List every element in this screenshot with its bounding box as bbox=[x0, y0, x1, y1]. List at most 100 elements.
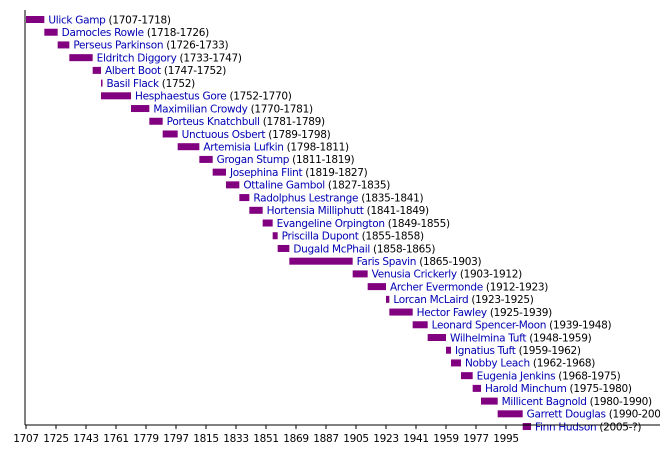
timeline-label: Radolphus Lestrange (1835-1841) bbox=[253, 192, 423, 204]
timeline-bar bbox=[522, 423, 532, 431]
person-name-link[interactable]: Wilhelmina Tuft bbox=[450, 332, 527, 344]
term-years: (1789-1798) bbox=[265, 129, 330, 141]
term-years: (1752) bbox=[159, 78, 195, 90]
person-name-link[interactable]: Basil Flack bbox=[107, 78, 161, 90]
timeline-label: Nobby Leach (1962-1968) bbox=[465, 358, 595, 370]
person-name-link[interactable]: Venusia Crickerly bbox=[372, 269, 458, 281]
x-tick-label: 1797 bbox=[163, 433, 189, 445]
timeline-bar bbox=[44, 28, 58, 36]
person-name-link[interactable]: Josephina Flint bbox=[229, 167, 303, 179]
person-name-link[interactable]: Nobby Leach bbox=[465, 358, 530, 370]
timeline-label: Basil Flack (1752) bbox=[107, 78, 196, 90]
timeline-bar bbox=[262, 219, 273, 227]
term-years: (1726-1733) bbox=[163, 40, 228, 52]
person-name-link[interactable]: Millicent Bagnold bbox=[502, 396, 587, 408]
term-years: (1811-1819) bbox=[289, 154, 354, 166]
person-name-link[interactable]: Priscilla Dupont bbox=[282, 231, 359, 243]
person-name-link[interactable]: Leonard Spencer-Moon bbox=[432, 320, 547, 332]
person-name-link[interactable]: Ottaline Gambol bbox=[243, 180, 325, 192]
timeline-label: Finn Hudson (2005-?) bbox=[535, 421, 641, 433]
person-name-link[interactable]: Unctuous Osbert bbox=[182, 129, 266, 141]
x-tick-label: 1905 bbox=[343, 433, 369, 445]
person-name-link[interactable]: Damocles Rowle bbox=[62, 27, 144, 39]
timeline-bar bbox=[239, 194, 250, 202]
term-years: (1835-1841) bbox=[358, 192, 423, 204]
timeline-bar bbox=[199, 155, 213, 163]
person-name-link[interactable]: Eldritch Diggory bbox=[97, 52, 177, 64]
timeline-bar bbox=[446, 346, 452, 354]
axis-layer bbox=[24, 10, 660, 426]
term-years: (1849-1855) bbox=[385, 218, 450, 230]
timeline-bar bbox=[149, 117, 163, 125]
x-tick-label: 1923 bbox=[373, 433, 399, 445]
label-layer: Ulick Gamp (1707-1718)Damocles Rowle (17… bbox=[48, 14, 660, 433]
timeline-bar bbox=[386, 295, 390, 303]
term-years: (1990-2005) bbox=[606, 409, 660, 421]
person-name-link[interactable]: Dugald McPhail bbox=[293, 243, 370, 255]
x-tick-label: 1887 bbox=[313, 433, 339, 445]
timeline-label: Wilhelmina Tuft (1948-1959) bbox=[450, 332, 592, 344]
timeline-label: Priscilla Dupont (1855-1858) bbox=[282, 231, 424, 243]
timeline-bar bbox=[162, 130, 178, 138]
term-years: (1855-1858) bbox=[359, 231, 424, 243]
person-name-link[interactable]: Grogan Stump bbox=[217, 154, 290, 166]
timeline-label: Grogan Stump (1811-1819) bbox=[217, 154, 355, 166]
term-years: (1798-1811) bbox=[284, 142, 349, 154]
term-years: (1903-1912) bbox=[457, 269, 522, 281]
timeline-label: Lorcan McLaird (1923-1925) bbox=[393, 294, 533, 306]
timeline-bar bbox=[461, 372, 473, 380]
person-name-link[interactable]: Artemisia Lufkin bbox=[203, 142, 284, 154]
person-name-link[interactable]: Hector Fawley bbox=[417, 307, 487, 319]
person-name-link[interactable]: Radolphus Lestrange bbox=[253, 192, 358, 204]
term-years: (1752-1770) bbox=[226, 91, 291, 103]
term-years: (1733-1747) bbox=[176, 52, 241, 64]
term-years: (1707-1718) bbox=[106, 14, 171, 26]
term-years: (1865-1903) bbox=[416, 256, 481, 268]
timeline-bar bbox=[57, 41, 70, 49]
x-tick-label: 1995 bbox=[493, 433, 519, 445]
person-name-link[interactable]: Albert Boot bbox=[105, 65, 161, 77]
timeline-label: Faris Spavin (1865-1903) bbox=[357, 256, 482, 268]
person-name-link[interactable]: Maximilian Crowdy bbox=[153, 103, 248, 115]
timeline-label: Garrett Douglas (1990-2005) bbox=[527, 409, 660, 421]
person-name-link[interactable]: Ulick Gamp bbox=[48, 14, 106, 26]
timeline-bar bbox=[352, 270, 368, 278]
person-name-link[interactable]: Finn Hudson bbox=[535, 421, 597, 433]
person-name-link[interactable]: Hortensia Milliphutt bbox=[267, 205, 364, 217]
person-name-link[interactable]: Lorcan McLaird bbox=[393, 294, 468, 306]
timeline-label: Albert Boot (1747-1752) bbox=[105, 65, 226, 77]
term-years: (2005-?) bbox=[596, 421, 641, 433]
person-name-link[interactable]: Hesphaestus Gore bbox=[135, 91, 227, 103]
person-name-link[interactable]: Garrett Douglas bbox=[527, 409, 606, 421]
person-name-link[interactable]: Perseus Parkinson bbox=[73, 40, 163, 52]
timeline-bar bbox=[277, 244, 290, 252]
timeline-label: Josephina Flint (1819-1827) bbox=[229, 167, 368, 179]
timeline-label: Dugald McPhail (1858-1865) bbox=[293, 243, 435, 255]
person-name-link[interactable]: Faris Spavin bbox=[357, 256, 417, 268]
person-name-link[interactable]: Ignatius Tuft bbox=[455, 345, 516, 357]
timeline-bar bbox=[92, 66, 101, 74]
person-name-link[interactable]: Archer Evermonde bbox=[390, 281, 483, 293]
x-tick-label: 1815 bbox=[193, 433, 219, 445]
timeline-label: Hector Fawley (1925-1939) bbox=[417, 307, 552, 319]
timeline-label: Eugenia Jenkins (1968-1975) bbox=[477, 370, 621, 382]
person-name-link[interactable]: Eugenia Jenkins bbox=[477, 370, 556, 382]
timeline-bar bbox=[427, 334, 446, 341]
term-years: (1827-1835) bbox=[325, 180, 390, 192]
term-years: (1781-1789) bbox=[260, 116, 325, 128]
timeline-label: Perseus Parkinson (1726-1733) bbox=[73, 40, 228, 52]
timeline-label: Unctuous Osbert (1789-1798) bbox=[182, 129, 331, 141]
person-name-link[interactable]: Harold Minchum bbox=[485, 383, 567, 395]
timeline-label: Leonard Spencer-Moon (1939-1948) bbox=[432, 320, 612, 332]
person-name-link[interactable]: Porteus Knatchbull bbox=[167, 116, 260, 128]
timeline-label: Damocles Rowle (1718-1726) bbox=[62, 27, 210, 39]
timeline-bar bbox=[226, 181, 240, 189]
timeline-bar bbox=[389, 308, 413, 316]
term-years: (1939-1948) bbox=[546, 320, 611, 332]
timeline-bar bbox=[272, 232, 278, 240]
term-years: (1980-1990) bbox=[587, 396, 652, 408]
timeline-bar bbox=[177, 143, 200, 151]
x-tick-label: 1743 bbox=[73, 433, 99, 445]
person-name-link[interactable]: Evangeline Orpington bbox=[277, 218, 385, 230]
x-tick-label: 1941 bbox=[403, 433, 429, 445]
